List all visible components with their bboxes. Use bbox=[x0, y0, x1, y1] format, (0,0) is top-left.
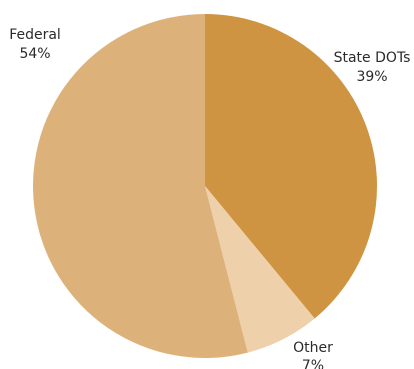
label-other-name: Other bbox=[293, 340, 333, 356]
label-federal-name: Federal bbox=[9, 27, 61, 43]
label-other-value: 7% bbox=[302, 358, 324, 369]
pie-slice-other bbox=[205, 186, 315, 353]
pie-slices bbox=[33, 14, 378, 358]
pie-slice-state-dots bbox=[205, 14, 378, 319]
label-federal-value: 54% bbox=[19, 46, 50, 62]
label-state-dots-value: 39% bbox=[356, 69, 387, 85]
label-state-dots-name: State DOTs bbox=[334, 50, 411, 66]
pie-slice-federal bbox=[33, 14, 248, 358]
slice-labels: State DOTs 39% Other 7% Federal 54% bbox=[9, 27, 410, 369]
